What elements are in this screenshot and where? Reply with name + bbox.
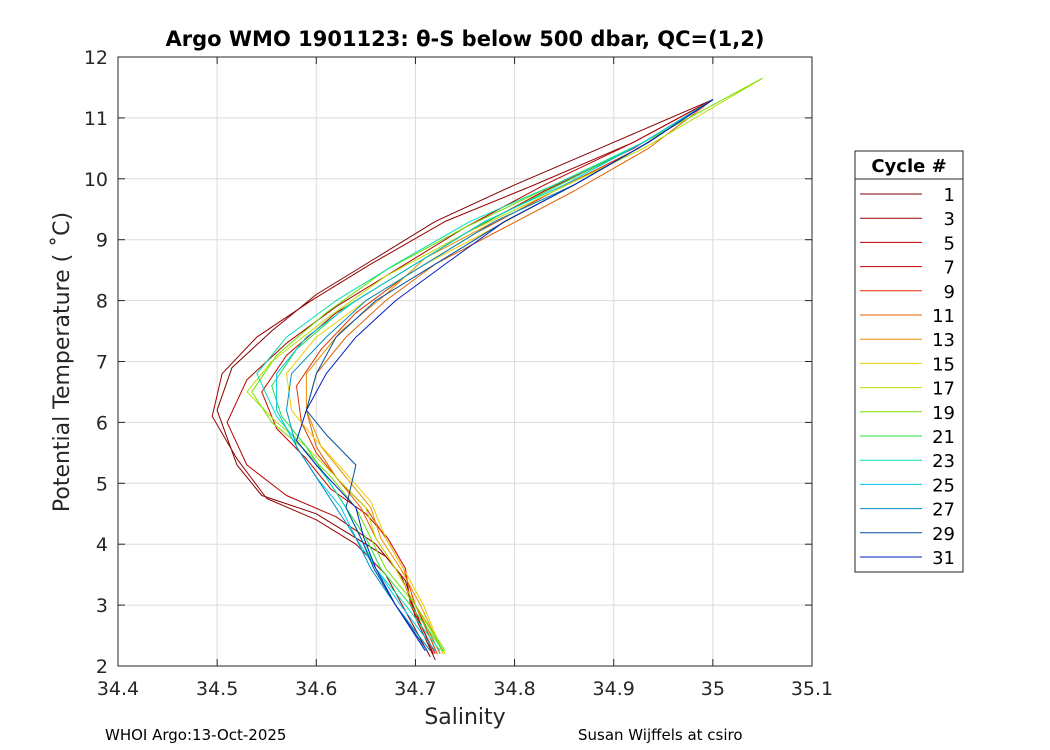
x-axis-label: Salinity (424, 705, 505, 730)
legend-label-cycle-7: 7 (944, 258, 955, 279)
legend-label-cycle-19: 19 (932, 403, 955, 424)
series-line-cycle-21 (271, 99, 714, 652)
legend-label-cycle-3: 3 (944, 209, 955, 230)
x-tick-label: 35.1 (791, 678, 833, 700)
y-tick-label: 11 (84, 108, 108, 130)
series-line-cycle-19 (251, 77, 763, 652)
series-line-cycle-17 (246, 77, 763, 655)
x-tick-label: 34.4 (97, 678, 139, 700)
y-axis-label: Potential Temperature ( ˚C) (50, 212, 75, 512)
series-line-cycle-7 (261, 99, 714, 655)
legend-label-cycle-29: 29 (932, 524, 955, 545)
legend-label-cycle-27: 27 (932, 500, 955, 521)
x-tick-label: 34.8 (493, 678, 535, 700)
footer-left: WHOI Argo:13-Oct-2025 (105, 726, 286, 744)
series-line-cycle-29 (305, 99, 714, 652)
y-tick-label: 5 (96, 473, 108, 495)
grid-lines (117, 56, 813, 667)
legend-label-cycle-13: 13 (932, 330, 955, 351)
series-line-cycle-1 (216, 99, 714, 661)
legend-box (854, 150, 964, 573)
series-line-cycle-27 (286, 99, 714, 652)
legend-label-cycle-31: 31 (932, 548, 955, 569)
x-tick-label: 35 (701, 678, 725, 700)
legend-label-cycle-23: 23 (932, 451, 955, 472)
series-line-cycle-13 (305, 99, 714, 655)
y-tick-labels: 2 3 4 5 6 7 8 9 10 11 12 (84, 47, 108, 678)
footer-right: Susan Wijffels at csiro (578, 726, 743, 744)
y-tick-label: 2 (96, 656, 108, 678)
series-line-cycle-31 (296, 99, 714, 652)
x-tick-label: 34.5 (196, 678, 238, 700)
y-tick-label: 7 (96, 352, 108, 374)
x-tick-labels: 34.4 34.5 34.6 34.7 34.8 34.9 35 35.1 (97, 678, 833, 700)
series-line-cycle-15 (286, 99, 714, 654)
y-tick-label: 12 (84, 47, 108, 69)
series-line-cycle-5 (226, 99, 714, 654)
legend-title: Cycle # (871, 156, 946, 177)
y-tick-label: 10 (84, 169, 108, 191)
legend-label-cycle-1: 1 (944, 185, 955, 206)
y-tick-label: 6 (96, 412, 108, 434)
legend-label-cycle-25: 25 (932, 475, 955, 496)
y-tick-label: 8 (96, 291, 108, 313)
legend-label-cycle-17: 17 (932, 379, 955, 400)
legend-label-cycle-5: 5 (944, 233, 955, 254)
x-tick-label: 34.6 (295, 678, 337, 700)
series-line-cycle-23 (256, 99, 714, 652)
series-line-cycle-9 (296, 99, 714, 655)
series-layer (211, 77, 763, 661)
legend-label-cycle-15: 15 (932, 354, 955, 375)
legend-label-cycle-21: 21 (932, 427, 955, 448)
x-tick-label: 34.7 (394, 678, 436, 700)
series-line-cycle-25 (276, 99, 714, 652)
legend-label-cycle-9: 9 (944, 282, 955, 303)
y-tick-label: 9 (96, 230, 108, 252)
y-tick-label: 3 (96, 595, 108, 617)
series-line-cycle-11 (305, 99, 714, 655)
x-tick-label: 34.9 (593, 678, 635, 700)
y-tick-label: 4 (96, 534, 108, 556)
ticks-layer (117, 56, 813, 667)
chart-title: Argo WMO 1901123: θ-S below 500 dbar, QC… (166, 27, 765, 51)
legend-label-cycle-11: 11 (932, 306, 955, 327)
